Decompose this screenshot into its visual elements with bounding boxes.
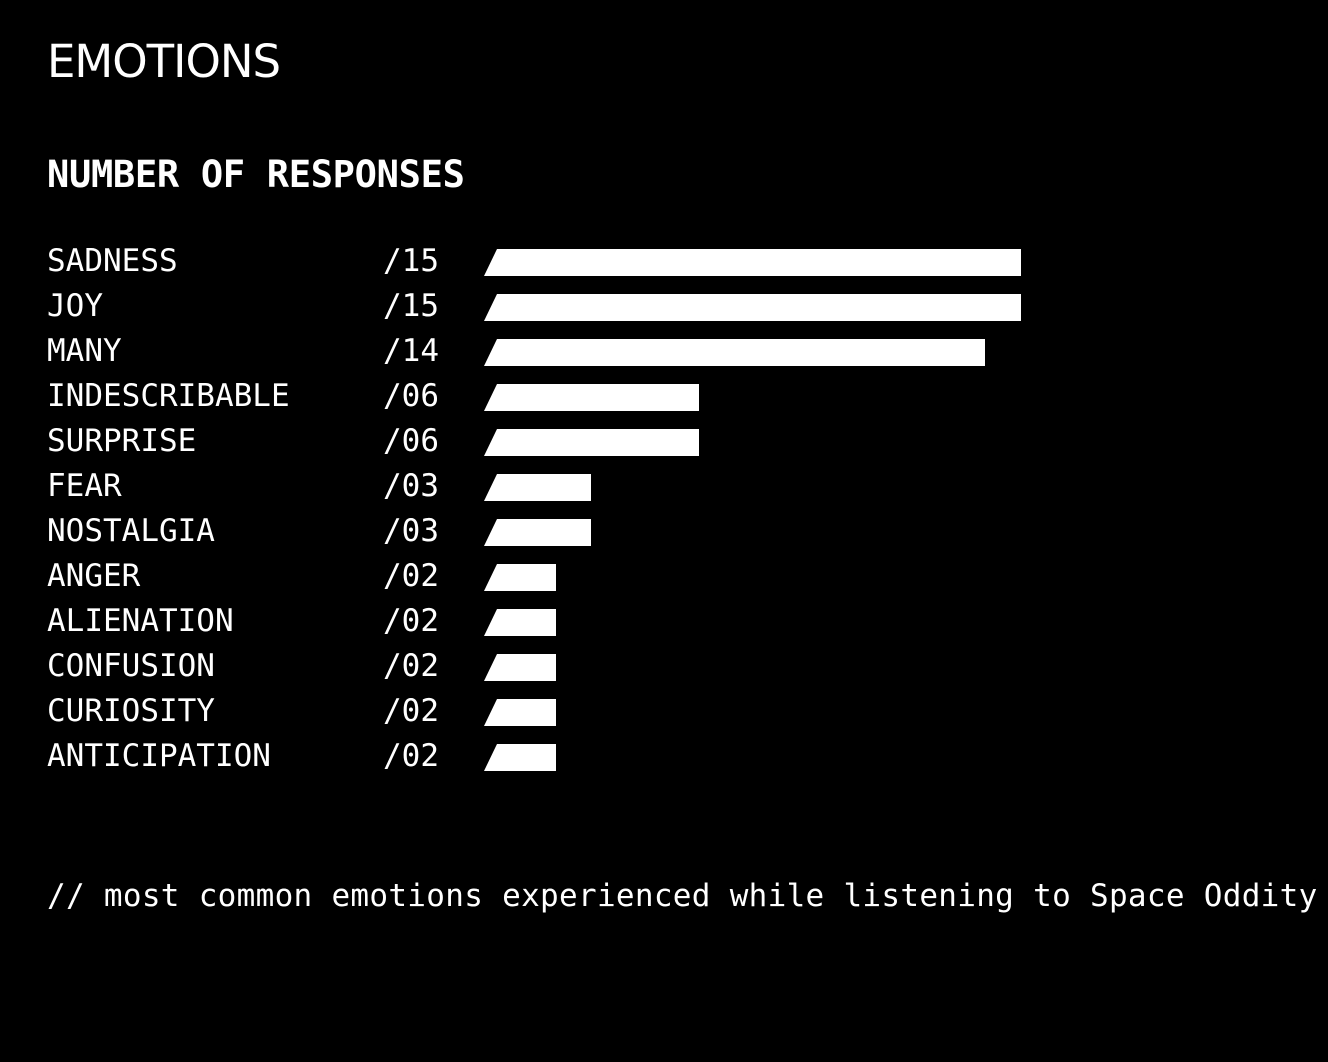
- category-label: CURIOSITY: [47, 693, 215, 729]
- category-label: INDESCRIBABLE: [47, 378, 290, 414]
- category-label: SADNESS: [47, 243, 178, 279]
- category-label: CONFUSION: [47, 648, 215, 684]
- chart-subtitle: NUMBER OF RESPONSES: [47, 153, 465, 196]
- bar: [484, 294, 1021, 321]
- bar: [484, 564, 556, 591]
- category-label: JOY: [47, 288, 103, 324]
- bar: [484, 609, 556, 636]
- bar: [484, 339, 985, 366]
- category-label: NOSTALGIA: [47, 513, 215, 549]
- value-label: /02: [383, 648, 439, 684]
- chart-title: EMOTIONS: [47, 35, 281, 88]
- bar: [484, 744, 556, 771]
- value-label: /03: [383, 468, 439, 504]
- category-label: FEAR: [47, 468, 122, 504]
- value-label: /15: [383, 288, 439, 324]
- category-label: ANTICIPATION: [47, 738, 271, 774]
- value-label: /14: [383, 333, 439, 369]
- value-label: /03: [383, 513, 439, 549]
- category-label: ANGER: [47, 558, 141, 594]
- value-label: /06: [383, 378, 439, 414]
- value-label: /02: [383, 558, 439, 594]
- value-label: /02: [383, 738, 439, 774]
- bar: [484, 249, 1021, 276]
- value-label: /15: [383, 243, 439, 279]
- bar: [484, 699, 556, 726]
- bar: [484, 384, 699, 411]
- category-label: ALIENATION: [47, 603, 234, 639]
- value-label: /02: [383, 603, 439, 639]
- chart-caption: // most common emotions experienced whil…: [47, 878, 1318, 914]
- bar: [484, 519, 591, 546]
- value-label: /06: [383, 423, 439, 459]
- value-label: /02: [383, 693, 439, 729]
- category-label: MANY: [47, 333, 122, 369]
- category-label: SURPRISE: [47, 423, 197, 459]
- bar: [484, 429, 699, 456]
- bar: [484, 474, 591, 501]
- bar: [484, 654, 556, 681]
